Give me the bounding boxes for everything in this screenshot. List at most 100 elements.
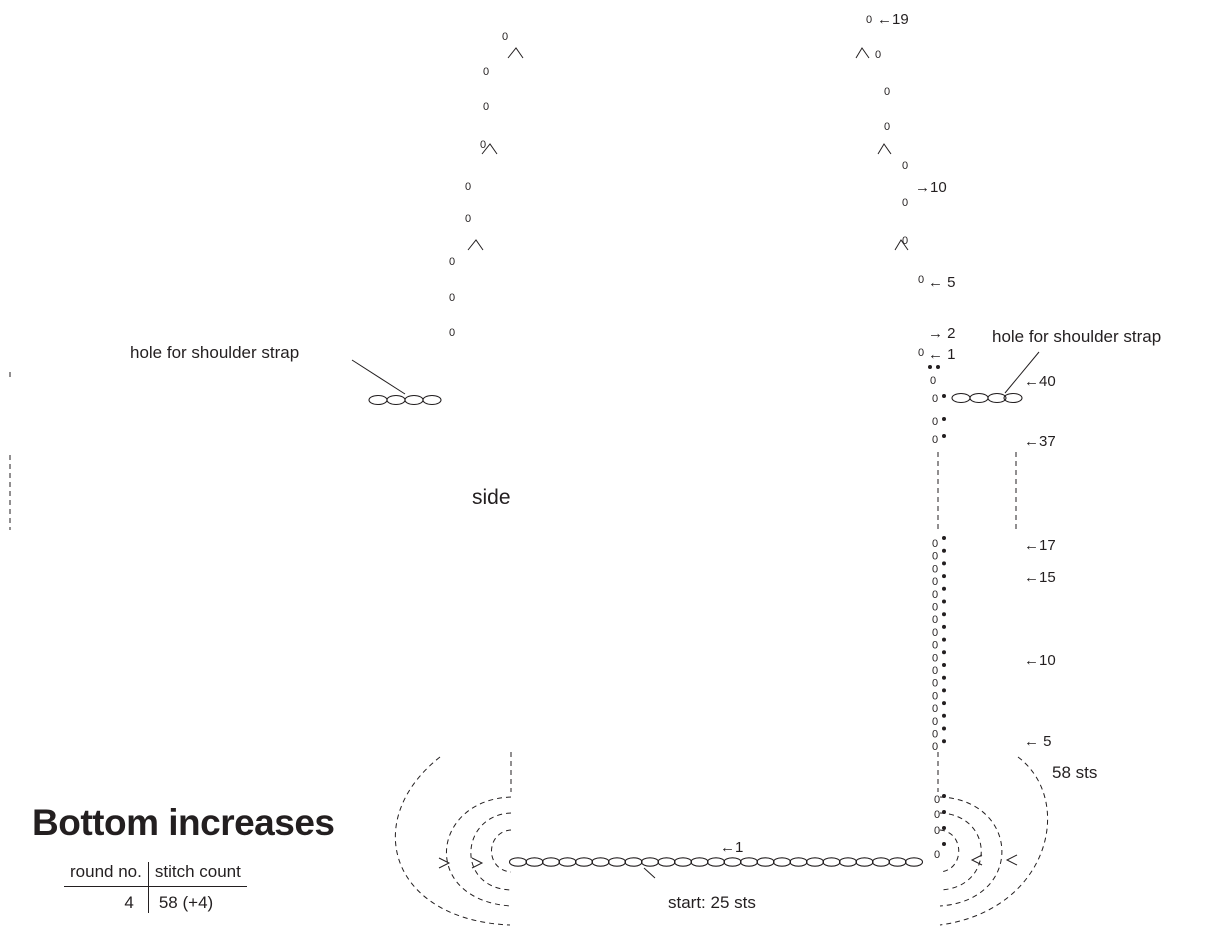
single-crochet-mark (992, 626, 1002, 637)
single-crochet-mark (132, 715, 143, 726)
single-crochet-mark (807, 796, 818, 806)
single-crochet-mark (846, 741, 857, 752)
single-crochet-mark (864, 182, 875, 192)
single-crochet-mark (489, 576, 500, 587)
single-crochet-mark (632, 626, 643, 637)
single-crochet-mark (622, 614, 632, 625)
single-crochet-mark (776, 148, 787, 159)
single-crochet-mark (571, 703, 581, 714)
single-crochet-mark (673, 639, 683, 650)
single-crochet-mark (834, 266, 845, 276)
single-crochet-mark (601, 376, 612, 386)
single-crochet-mark (1005, 376, 1015, 386)
single-crochet-mark (214, 703, 224, 714)
single-crochet-mark (458, 393, 469, 403)
single-crochet-mark (407, 728, 418, 739)
single-crochet-mark (336, 690, 347, 701)
single-crochet-mark (681, 316, 692, 327)
single-crochet-mark (509, 436, 520, 446)
single-crochet-mark (775, 419, 785, 429)
single-crochet-mark (818, 838, 828, 848)
single-crochet-mark (428, 690, 439, 701)
single-crochet-mark (234, 588, 245, 599)
single-crochet-mark (542, 131, 552, 142)
single-crochet-mark (530, 393, 541, 403)
single-crochet-mark (877, 393, 887, 403)
single-crochet-mark (603, 922, 614, 932)
single-crochet-mark (548, 266, 559, 276)
single-crochet-mark (665, 838, 675, 848)
single-crochet-mark (10, 677, 20, 688)
single-crochet-mark (203, 563, 214, 574)
single-crochet-mark (50, 728, 61, 739)
single-crochet-mark (705, 148, 716, 159)
single-crochet-mark (173, 715, 184, 726)
single-crochet-mark (285, 419, 296, 429)
single-crochet-mark (10, 436, 20, 446)
single-crochet-mark (517, 215, 528, 226)
single-crochet-mark (624, 922, 635, 932)
single-crochet-mark (593, 824, 604, 834)
single-crochet-mark (499, 419, 510, 429)
single-crochet-mark (817, 165, 828, 176)
single-crochet-mark (234, 419, 245, 429)
single-crochet-mark (509, 538, 520, 548)
single-crochet-mark (793, 232, 804, 243)
single-crochet-mark (866, 614, 877, 625)
single-crochet-mark (966, 626, 976, 637)
single-crochet-mark (662, 576, 673, 587)
single-crochet-mark (499, 576, 510, 587)
single-crochet-mark (356, 614, 367, 625)
single-crochet-mark (265, 614, 275, 625)
turning-chain-0: 0 (932, 416, 938, 428)
single-crochet-mark (305, 393, 316, 403)
single-crochet-mark (691, 249, 702, 260)
single-crochet-mark (869, 880, 879, 890)
single-crochet-mark (254, 376, 265, 386)
single-crochet-mark (632, 690, 643, 701)
single-crochet-mark (866, 715, 877, 726)
increase-chevrons (438, 854, 1018, 869)
single-crochet-mark (715, 98, 726, 108)
single-crochet-mark (224, 677, 235, 688)
single-crochet-mark (254, 393, 265, 403)
single-crochet-mark (907, 393, 918, 403)
single-crochet-mark (583, 810, 594, 820)
single-crochet-mark (581, 550, 592, 561)
single-crochet-mark (163, 419, 173, 429)
single-crochet-mark (112, 576, 122, 587)
single-crochet-mark (560, 614, 571, 625)
single-crochet-mark (742, 182, 753, 192)
single-crochet-mark (786, 81, 797, 92)
single-crochet-mark (601, 665, 612, 675)
single-crochet-mark (797, 165, 807, 176)
single-crochet-mark (691, 198, 702, 209)
single-crochet-mark (695, 796, 706, 806)
single-crochet-mark (568, 198, 579, 209)
single-crochet-mark (764, 703, 775, 714)
single-crochet-mark (538, 316, 549, 327)
single-crochet-mark (746, 165, 756, 176)
single-crochet-mark (775, 639, 785, 650)
single-crochet-mark (966, 703, 976, 714)
single-crochet-mark (377, 665, 388, 675)
single-crochet-mark (224, 728, 235, 739)
single-crochet-mark (487, 316, 498, 327)
single-crochet-mark (623, 98, 634, 108)
shoulder-strap-stitches (457, 14, 916, 327)
single-crochet-mark (132, 563, 143, 574)
single-crochet-mark (787, 824, 798, 834)
turning-chain-0: 0 (483, 101, 489, 113)
single-crochet-mark (285, 550, 296, 561)
single-crochet-mark (734, 715, 745, 726)
single-crochet-mark (642, 436, 653, 446)
single-crochet-mark (869, 894, 879, 904)
single-crochet-mark (992, 652, 1002, 663)
single-crochet-mark (815, 436, 826, 446)
single-crochet-mark (844, 198, 855, 209)
single-crochet-mark (407, 690, 418, 701)
single-crochet-mark (397, 690, 408, 701)
single-crochet-mark (539, 47, 550, 58)
single-crochet-mark (858, 922, 869, 932)
single-crochet-mark (142, 665, 153, 675)
